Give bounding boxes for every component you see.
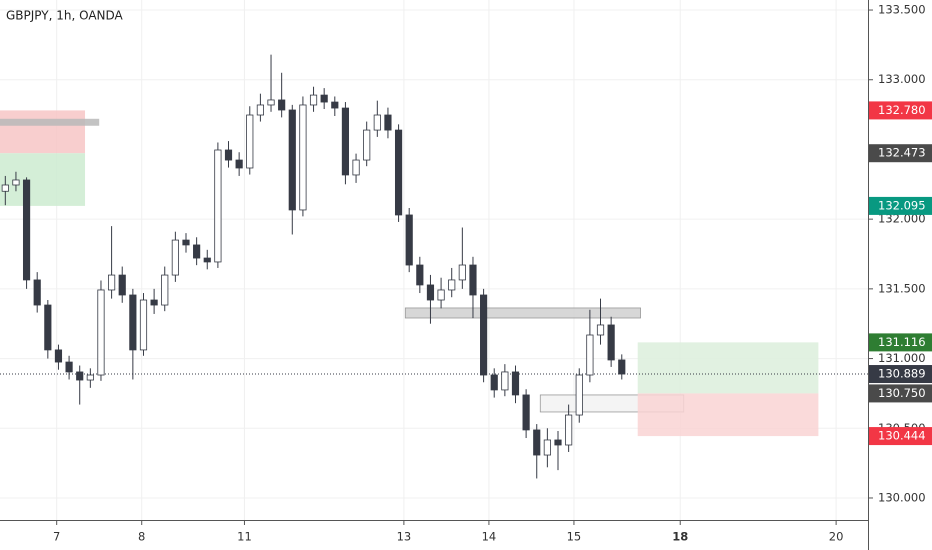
candle-body: [363, 129, 371, 161]
candle-body: [203, 257, 211, 263]
candle-body: [618, 359, 626, 375]
price-label-bg: [869, 384, 932, 403]
candle-body: [118, 274, 126, 296]
candle-body: [256, 104, 264, 116]
price-label: 132.473: [878, 146, 926, 160]
candle-body: [384, 114, 392, 131]
zone: [637, 393, 819, 437]
zone: [0, 153, 86, 206]
x-tick-label: 7: [53, 530, 60, 544]
candle-body: [299, 104, 307, 211]
price-label: 130.750: [878, 386, 926, 400]
candle-body: [65, 361, 73, 373]
candle-body: [352, 159, 360, 176]
candle-body: [161, 274, 169, 306]
candle-body: [1, 184, 9, 192]
x-tick-label: 8: [138, 530, 145, 544]
candle-body: [543, 439, 551, 456]
candle-body: [214, 149, 222, 263]
candle-body: [54, 349, 63, 363]
x-tick-label: 14: [482, 530, 497, 544]
candle-body: [44, 304, 52, 351]
candle-body: [458, 264, 466, 281]
price-label: 130.444: [878, 429, 926, 443]
price-label-bg: [869, 365, 932, 384]
plot-area: [0, 0, 868, 520]
y-tick-label: 133.000: [878, 72, 926, 86]
price-label: 131.116: [878, 335, 926, 349]
candle-body: [171, 239, 179, 276]
candle-body: [235, 159, 243, 169]
candle-body: [97, 289, 105, 376]
price-label-bg: [869, 101, 932, 120]
y-tick-label: 130.000: [878, 490, 926, 504]
x-tick-label: 11: [237, 530, 252, 544]
candle-body: [596, 324, 605, 336]
candle-body: [607, 324, 615, 361]
candle-body: [522, 394, 530, 431]
candle-body: [331, 101, 339, 109]
candle-body: [320, 94, 328, 103]
candle-body: [416, 264, 424, 286]
candle-body: [373, 114, 381, 131]
x-tick-label: 20: [829, 530, 844, 544]
candle-body: [288, 109, 296, 211]
zone: [0, 118, 100, 126]
candle-body: [246, 114, 254, 169]
price-label: 132.095: [878, 198, 926, 212]
candle-body: [554, 439, 562, 446]
x-tick-label: 18: [672, 530, 688, 544]
zone: [637, 342, 819, 394]
price-label: 130.889: [878, 367, 926, 381]
price-label-bg: [869, 427, 932, 446]
candle-body: [108, 274, 116, 291]
candle-body: [129, 294, 137, 351]
y-tick-label: 133.500: [878, 3, 926, 17]
price-label-bg: [869, 196, 932, 215]
candle-body: [480, 294, 488, 376]
candle-body: [501, 371, 509, 391]
candle-body: [224, 149, 233, 161]
chart-title: GBPJPY, 1h, OANDA: [6, 9, 124, 23]
candle-body: [86, 374, 94, 381]
candle-body: [33, 279, 41, 306]
candle-body: [565, 414, 573, 446]
candle-body: [490, 374, 498, 391]
y-tick-label: 132.000: [878, 212, 926, 226]
candle-body: [405, 214, 413, 266]
candle-body: [76, 371, 84, 381]
price-label-bg: [869, 333, 932, 352]
candle-body: [575, 374, 583, 416]
candle-body: [267, 99, 275, 106]
x-tick-label: 13: [397, 530, 412, 544]
candle-body: [139, 299, 148, 351]
candle-body: [448, 279, 456, 291]
candle-body: [309, 94, 318, 106]
candle-body: [150, 299, 158, 306]
zone: [404, 307, 641, 319]
candle-body: [12, 179, 20, 186]
candle-body: [22, 179, 31, 281]
zone: [0, 110, 86, 154]
candle-body: [533, 429, 541, 456]
candle-body: [469, 264, 477, 296]
y-tick-label: 131.000: [878, 351, 926, 365]
candle-body: [394, 129, 403, 216]
candle-body: [586, 334, 594, 376]
x-tick-label: 15: [567, 530, 582, 544]
candle-body: [437, 289, 445, 301]
y-tick-label: 131.500: [878, 281, 926, 295]
candle-body: [426, 284, 435, 301]
candle-body: [182, 239, 190, 246]
candle-body: [193, 244, 201, 259]
candle-body: [511, 371, 520, 396]
candle-body: [278, 99, 286, 111]
axes: 133.500133.000132.000131.500131.000130.5…: [53, 3, 932, 544]
price-label-bg: [869, 144, 932, 163]
candle-body: [341, 107, 350, 176]
price-label: 132.780: [878, 103, 926, 117]
